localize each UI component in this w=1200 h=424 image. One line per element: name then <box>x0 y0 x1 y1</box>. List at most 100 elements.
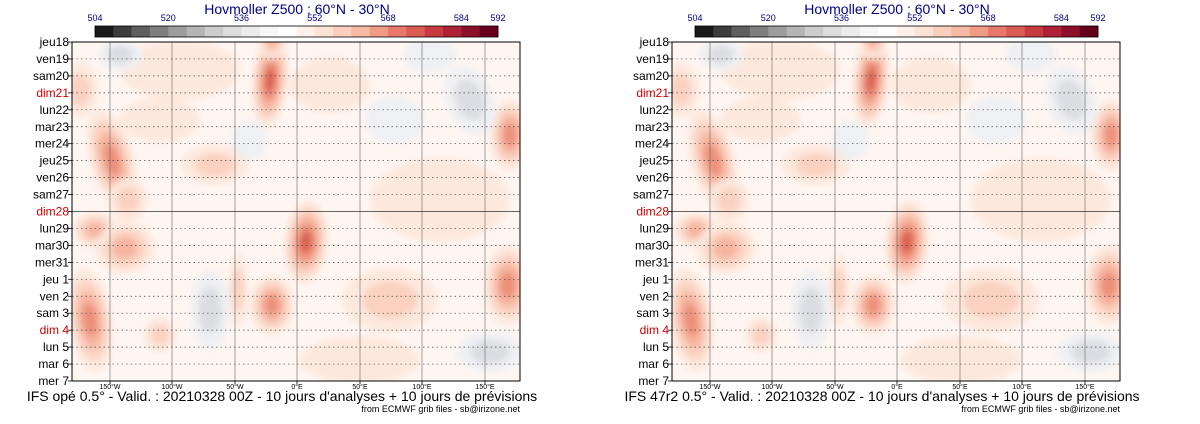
heatmap-field <box>672 42 1120 381</box>
colorbar-swatch <box>823 26 842 37</box>
colorbar-swatch <box>406 26 426 37</box>
z500-anomaly-contour <box>266 42 278 49</box>
date-tick-label: lun29 <box>40 221 70 235</box>
chart-title: Hovmoller Z500 : 60°N - 30°N <box>204 1 390 17</box>
date-tick-label: sam20 <box>33 69 69 83</box>
longitude-tick-label: 150°W <box>99 383 120 391</box>
longitude-tick-label: 150°E <box>475 383 494 391</box>
z500-anomaly-contour <box>290 57 370 113</box>
colorbar-frame <box>94 25 499 38</box>
colorbar-swatch <box>186 26 206 37</box>
colorbar-tick-label: 584 <box>1054 13 1069 23</box>
colorbar-tick-label: 552 <box>907 13 922 23</box>
colorbar-swatch <box>713 26 732 37</box>
date-tick-label: dim28 <box>636 205 669 219</box>
colorbar-tick-label: 520 <box>161 13 176 23</box>
chart-title: Hovmoller Z500 : 60°N - 30°N <box>804 1 990 17</box>
colorbar-swatch <box>914 26 934 37</box>
z500-anomaly-contour <box>971 158 1111 242</box>
z500-anomaly-contour <box>901 231 913 253</box>
z500-anomaly-contour <box>265 67 275 93</box>
date-tick-label: mar 6 <box>638 357 669 371</box>
colorbar-swatch <box>351 26 371 37</box>
date-tick-label: lun22 <box>640 103 670 117</box>
colorbar-tick-label: 504 <box>687 13 702 23</box>
z500-anomaly-contour <box>1056 79 1086 121</box>
z500-anomaly-contour <box>713 237 739 259</box>
date-tick-label: jeu25 <box>639 154 670 168</box>
hovmoller-panel-ifs-47r2: Hovmoller Z500 : 60°N - 30°N 504 520 536 552… <box>600 0 1200 424</box>
z500-anomaly-contour <box>672 73 692 107</box>
hovmoller-chart-svg: Hovmoller Z500 : 60°N - 30°N 504 520 536 552… <box>27 1 537 414</box>
longitude-tick-label: 0°E <box>291 383 303 391</box>
longitude-tick-label: 150°E <box>1075 383 1094 391</box>
z500-anomaly-contour <box>867 42 879 49</box>
date-tick-label: ven19 <box>636 52 669 66</box>
date-tick-label: mer 7 <box>638 374 669 388</box>
date-tick-label: jeu18 <box>39 35 70 49</box>
z500-anomaly-contour <box>150 324 170 346</box>
longitude-tick-label: 50°E <box>952 383 968 391</box>
colorbar-swatch <box>951 26 971 37</box>
chart-footer: IFS 47r2 0.5° - Valid. : 20210328 00Z - … <box>624 388 1139 404</box>
z500-anomaly-contour <box>833 269 845 311</box>
date-tick-label: dim 4 <box>640 323 670 337</box>
z500-anomaly-contour <box>963 281 1019 319</box>
date-tick-label: sam27 <box>33 188 69 202</box>
colorbar-swatch <box>333 26 352 37</box>
z500-anomaly-contour <box>120 42 240 100</box>
colorbar-swatch <box>859 26 879 37</box>
z500-anomaly-contour <box>708 45 734 65</box>
z500-anomaly-contour <box>362 281 418 319</box>
date-tick-label: sam 3 <box>636 306 669 320</box>
colorbar-swatch <box>131 26 151 37</box>
date-tick-label: ven19 <box>36 52 69 66</box>
z500-anomaly-contour <box>751 324 771 346</box>
z500-anomaly-contour <box>717 187 741 213</box>
longitude-tick-label: 150°W <box>699 383 720 391</box>
z500-anomaly-contour <box>704 143 722 177</box>
longitude-tick-label: 100°E <box>1012 383 1031 391</box>
colorbar-swatch <box>878 26 897 37</box>
heatmap-field <box>72 42 520 381</box>
date-tick-label: ven26 <box>636 171 669 185</box>
colorbar-tick-label: 568 <box>981 13 996 23</box>
colorbar-tick-label: 568 <box>381 13 396 23</box>
date-tick-label: dim 4 <box>40 323 70 337</box>
colorbar-swatch <box>149 26 169 37</box>
colorbar-swatch <box>461 26 480 37</box>
z500-anomaly-contour <box>365 96 425 144</box>
date-tick-label: jeu 1 <box>642 272 669 286</box>
date-tick-label: mer 7 <box>38 374 69 388</box>
colorbar-swatch <box>1024 26 1044 37</box>
date-tick-label: mar23 <box>35 120 69 134</box>
colorbar-swatch <box>95 26 114 37</box>
colorbar-swatch <box>1043 26 1062 37</box>
date-tick-label: ven26 <box>36 171 69 185</box>
colorbar-swatch <box>749 26 769 37</box>
colorbar-swatch <box>241 26 261 37</box>
z500-anomaly-contour <box>500 272 516 298</box>
colorbar-tick-label: 536 <box>234 13 249 23</box>
colorbar-tick-label: 584 <box>454 13 469 23</box>
date-tick-label: ven 2 <box>40 289 70 303</box>
chart-credit: from ECMWF grib files - sb@irizone.net <box>961 404 1120 414</box>
date-tick-label: dim28 <box>36 205 69 219</box>
longitude-tick-label: 100°E <box>412 383 431 391</box>
colorbar-swatch <box>223 26 242 37</box>
z500-anomaly-contour <box>232 120 268 160</box>
z500-anomaly-contour <box>455 79 485 121</box>
z500-anomaly-contour <box>1104 123 1118 147</box>
z500-anomaly-contour <box>232 269 244 311</box>
z500-anomaly-contour <box>686 222 706 238</box>
colorbar-swatch <box>768 26 787 37</box>
date-tick-label: mer24 <box>35 137 69 151</box>
date-tick-label: dim21 <box>36 86 69 100</box>
z500-anomaly-contour <box>891 57 971 113</box>
z500-anomaly-contour <box>72 73 91 107</box>
z500-anomaly-contour <box>85 222 105 238</box>
z500-anomaly-contour <box>866 67 876 93</box>
longitude-tick-label: 50°W <box>226 383 244 391</box>
colorbar-swatch <box>259 26 279 37</box>
colorbar-swatch <box>296 26 316 37</box>
